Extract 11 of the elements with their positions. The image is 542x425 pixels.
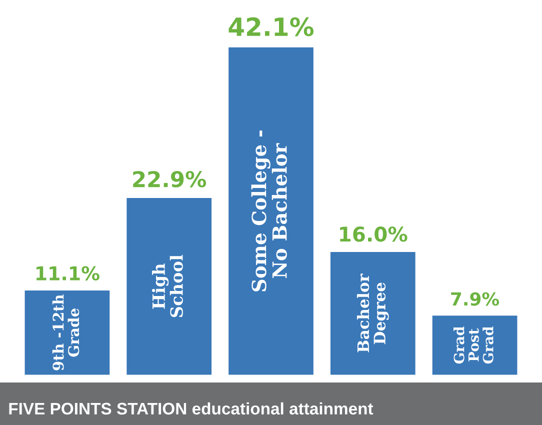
data-label: 42.1%: [228, 17, 314, 36]
x-tick-label: 9th -12th Grade: [52, 294, 80, 370]
x-tick-label: High School: [152, 254, 183, 318]
data-label: 7.9%: [451, 292, 500, 306]
text: FIVE POINTS STATION educational attainment: [9, 402, 374, 415]
x-tick-label: Grad Post Grad: [454, 326, 494, 364]
x-tick-label: Some College - No Bachelor: [251, 130, 287, 292]
data-label: 16.0%: [340, 226, 408, 242]
data-label: 11.1%: [36, 266, 100, 280]
x-tick-label: Bachelor Degree: [356, 274, 389, 352]
data-label: 22.9%: [133, 170, 206, 188]
